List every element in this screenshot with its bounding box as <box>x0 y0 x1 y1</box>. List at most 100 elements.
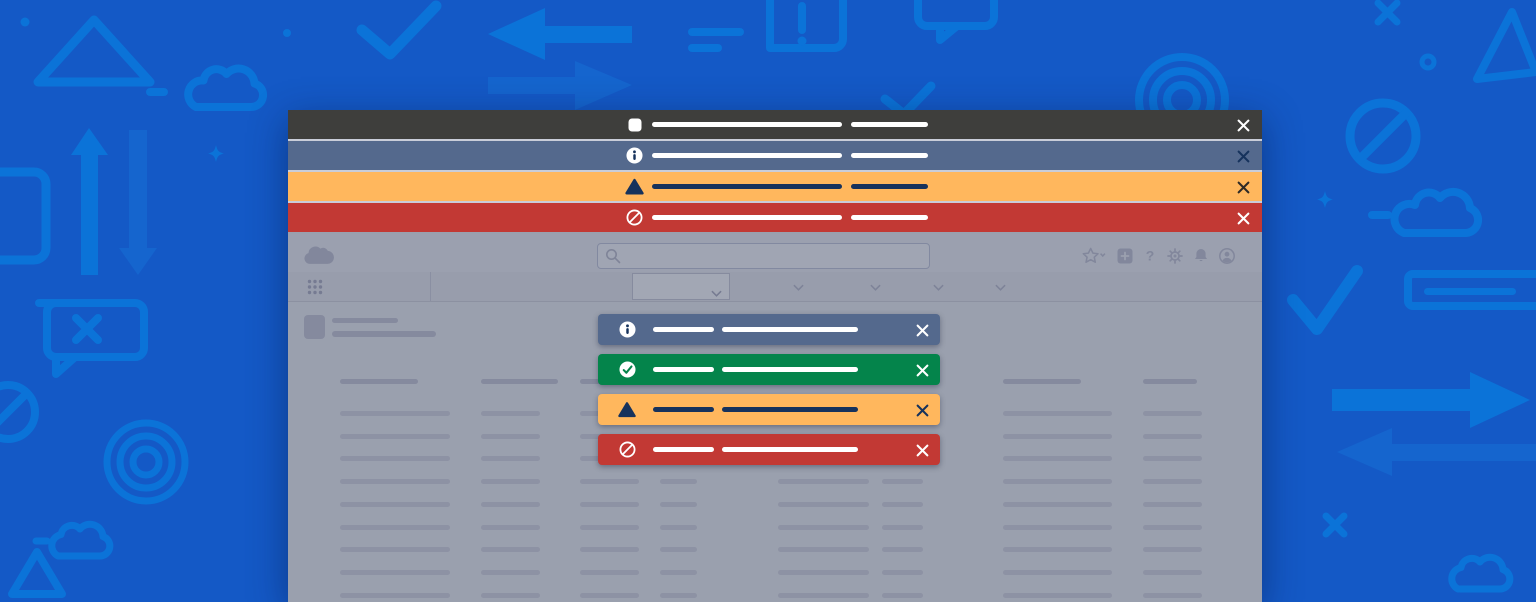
skeleton-cell <box>1143 411 1202 416</box>
nav-divider <box>430 272 431 301</box>
user-avatar-icon[interactable] <box>1219 247 1235 264</box>
decor-speech-bubble-icon <box>35 299 148 378</box>
decor-cloud-icon <box>146 64 268 112</box>
placeholder-text-bar <box>851 184 928 189</box>
skeleton-cell <box>340 379 418 384</box>
add-box-icon[interactable] <box>1117 248 1133 264</box>
toast-info <box>598 314 940 345</box>
skeleton-cell <box>778 547 869 553</box>
decor-cloud-icon <box>1448 553 1514 593</box>
skeleton-cell <box>660 592 697 598</box>
close-icon[interactable] <box>915 443 929 457</box>
placeholder-text-bar <box>652 215 842 220</box>
app-window: ? <box>288 110 1262 602</box>
warning-triangle-icon <box>618 400 636 418</box>
skeleton-cell <box>481 479 540 485</box>
favorites-star-icon[interactable] <box>1081 247 1106 264</box>
skeleton-cell <box>340 411 450 416</box>
decor-x-icon <box>1374 0 1401 26</box>
skeleton-cell <box>340 524 450 530</box>
skeleton-subtitle-bar <box>332 331 436 337</box>
decor-exclamation-dot <box>797 36 807 46</box>
nav-tab[interactable] <box>926 272 950 301</box>
notifications-bell-icon[interactable] <box>1194 248 1208 263</box>
close-icon[interactable] <box>915 323 929 337</box>
nav-tab[interactable] <box>863 272 887 301</box>
skeleton-cell <box>340 501 450 507</box>
app-launcher-waffle-icon[interactable] <box>307 279 323 298</box>
skeleton-cell <box>340 479 450 485</box>
skeleton-cell <box>778 592 869 598</box>
skeleton-cell <box>340 592 450 598</box>
chevron-down-icon <box>792 279 804 294</box>
close-icon[interactable] <box>915 403 929 417</box>
placeholder-text-bar <box>652 184 842 189</box>
skeleton-cell <box>481 547 540 553</box>
svg-text:?: ? <box>1146 248 1155 264</box>
decor-lines-icon <box>688 28 744 52</box>
skeleton-cell <box>1143 501 1202 507</box>
chevron-down-icon <box>932 279 944 294</box>
decor-speech-bubble-icon <box>914 0 998 44</box>
skeleton-cell <box>660 524 697 530</box>
placeholder-text-bar <box>653 327 714 332</box>
decor-x-icon <box>1322 512 1348 538</box>
skeleton-cell <box>1143 569 1202 575</box>
decor-ban-icon <box>1345 98 1421 174</box>
cloud-logo <box>302 244 334 270</box>
search-input[interactable] <box>597 243 930 269</box>
decor-triangle-icon <box>8 548 66 598</box>
decor-ban-icon <box>0 381 39 443</box>
setup-gear-icon[interactable] <box>1167 247 1183 264</box>
skeleton-cell <box>481 456 540 462</box>
skeleton-cell <box>580 569 639 575</box>
skeleton-cell <box>778 524 869 530</box>
decor-sparkle-icon <box>208 145 224 162</box>
skeleton-cell <box>1143 592 1202 598</box>
decor-cloud-icon <box>1368 187 1483 237</box>
skeleton-cell <box>1143 524 1202 530</box>
skeleton-cell <box>882 479 923 485</box>
skeleton-cell <box>1003 479 1112 485</box>
decor-triangle-icon <box>33 15 155 87</box>
nav-bar <box>288 272 1262 302</box>
nav-tab-selected[interactable] <box>632 273 730 300</box>
skeleton-cell <box>481 433 540 439</box>
close-icon[interactable] <box>1236 180 1250 194</box>
skeleton-cell <box>1143 456 1202 462</box>
decor-left-arrow-icon <box>1337 428 1536 476</box>
close-icon[interactable] <box>1236 211 1250 225</box>
alert-banner-stack <box>288 110 1262 232</box>
ban-icon <box>618 440 636 458</box>
skeleton-cell <box>882 501 923 507</box>
warning-triangle-icon <box>625 177 644 196</box>
placeholder-text-bar <box>851 122 928 127</box>
decor-left-arrow-icon <box>488 8 632 60</box>
nav-tab[interactable] <box>786 272 810 301</box>
chevron-down-icon <box>994 279 1006 294</box>
close-icon[interactable] <box>1236 118 1250 132</box>
help-icon[interactable]: ? <box>1144 248 1156 264</box>
skeleton-cell <box>1003 501 1112 507</box>
nav-tab[interactable] <box>988 272 1012 301</box>
close-icon[interactable] <box>915 363 929 377</box>
skeleton-cell <box>1003 456 1112 462</box>
skeleton-row <box>288 569 1262 575</box>
close-icon[interactable] <box>1236 149 1250 163</box>
placeholder-text-bar <box>722 367 858 372</box>
skeleton-cell <box>340 547 450 553</box>
skeleton-cell <box>340 433 450 439</box>
skeleton-cell <box>1003 379 1081 384</box>
skeleton-cell <box>778 569 869 575</box>
skeleton-cell <box>580 524 639 530</box>
skeleton-cell <box>660 479 697 485</box>
record-avatar <box>304 315 325 339</box>
toast-stack <box>598 314 940 474</box>
skeleton-cell <box>882 569 923 575</box>
decor-sparkle-icon <box>1317 191 1333 208</box>
skeleton-row <box>288 524 1262 530</box>
skeleton-cell <box>1143 479 1202 485</box>
skeleton-cell <box>660 547 697 553</box>
chevron-down-icon <box>711 284 722 302</box>
skeleton-cell <box>882 592 923 598</box>
